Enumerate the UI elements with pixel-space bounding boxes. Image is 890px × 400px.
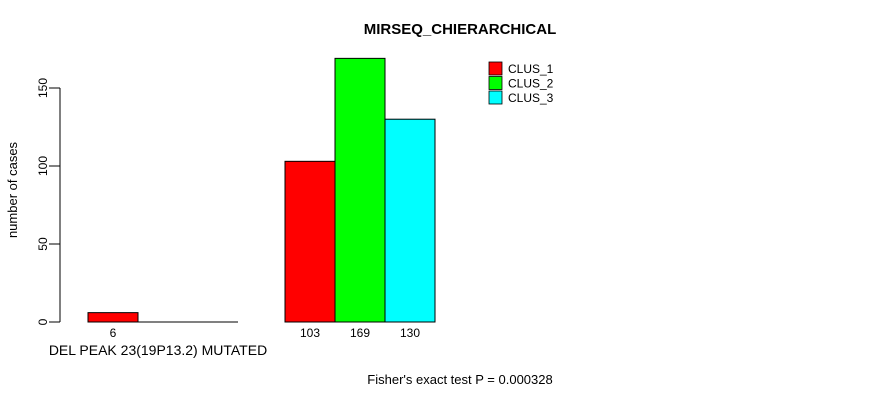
y-axis-tick-label: 50 <box>36 237 50 251</box>
y-axis-tick-label: 150 <box>36 78 50 98</box>
bar-series <box>87 57 436 323</box>
bar-clus_2-group2 <box>334 57 386 323</box>
bar-clus_3-group2 <box>384 118 436 323</box>
y-axis-tick-label: 0 <box>36 318 50 325</box>
legend-label: CLUS_3 <box>508 91 554 105</box>
bar-value-labels: 6 103 169 130 <box>110 326 421 340</box>
fisher-test-footnote: Fisher's exact test P = 0.000328 <box>367 372 552 387</box>
bar-value-label: 6 <box>110 326 117 340</box>
bar-value-label: 169 <box>350 326 370 340</box>
legend-swatch-clus_3 <box>488 90 503 105</box>
y-axis: 0 50 100 150 <box>36 78 61 325</box>
bar-clus_1-group2 <box>284 160 336 323</box>
bar-clus_1-group1 <box>87 312 139 323</box>
group-axis-label: DEL PEAK 23(19P13.2) MUTATED <box>49 342 267 358</box>
legend-swatch-clus_2 <box>488 76 503 90</box>
legend-swatch-clus_1 <box>488 61 503 76</box>
legend-label: CLUS_1 <box>508 62 554 76</box>
y-axis-label: number of cases <box>5 141 20 238</box>
chart-title: MIRSEQ_CHIERARCHICAL <box>364 21 557 38</box>
bar-value-label: 103 <box>300 326 320 340</box>
y-axis-tick-label: 100 <box>36 156 50 176</box>
legend-label: CLUS_2 <box>508 77 554 91</box>
bar-value-label: 130 <box>400 326 420 340</box>
